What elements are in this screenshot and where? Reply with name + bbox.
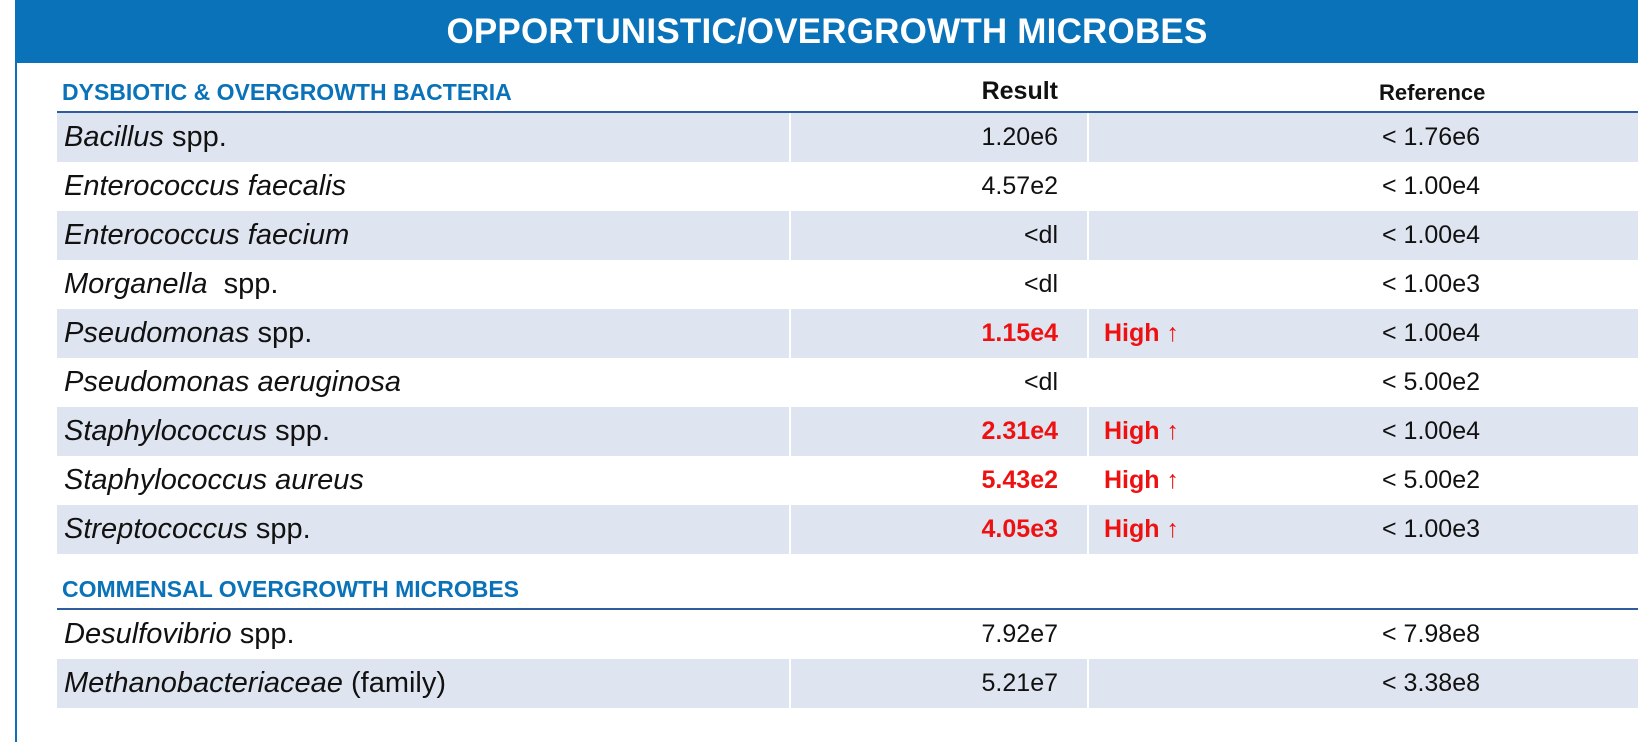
section-commensal: COMMENSAL OVERGROWTH MICROBES Desulfovib… xyxy=(57,560,1638,708)
reference-range: < 1.00e4 xyxy=(1382,221,1481,249)
left-border xyxy=(15,0,17,742)
organism-name: Staphylococcus spp. xyxy=(64,415,330,447)
table-row: Staphylococcus aureus 5.43e2 High ↑ < 5.… xyxy=(57,456,1638,505)
result-flag: High ↑ xyxy=(1104,417,1179,445)
organism-name: Streptococcus spp. xyxy=(64,513,311,545)
table-row: Streptococcus spp. 4.05e3 High ↑ < 1.00e… xyxy=(57,505,1638,554)
section-header: DYSBIOTIC & OVERGROWTH BACTERIA Result R… xyxy=(57,63,1638,113)
result-value: 2.31e4 xyxy=(981,417,1058,445)
table-row: Bacillus spp. 1.20e6 < 1.76e6 xyxy=(57,113,1638,162)
table-row: Enterococcus faecium <dl < 1.00e4 xyxy=(57,211,1638,260)
result-value: 1.20e6 xyxy=(981,123,1058,151)
result-flag: High ↑ xyxy=(1104,319,1179,347)
result-value: 4.57e2 xyxy=(981,172,1058,200)
table-row: Methanobacteriaceae (family) 5.21e7 < 3.… xyxy=(57,659,1638,708)
reference-range: < 3.38e8 xyxy=(1382,669,1481,697)
organism-name: Methanobacteriaceae (family) xyxy=(64,667,447,699)
organism-name: Pseudomonas spp. xyxy=(64,317,313,349)
organism-name: Bacillus spp. xyxy=(64,121,227,153)
reference-range: < 1.00e4 xyxy=(1382,319,1481,347)
result-flag: High ↑ xyxy=(1104,466,1179,494)
organism-name: Pseudomonas aeruginosa xyxy=(64,366,401,398)
result-flag: High ↑ xyxy=(1104,515,1179,543)
section-dysbiotic: DYSBIOTIC & OVERGROWTH BACTERIA Result R… xyxy=(57,63,1638,554)
table-row: Staphylococcus spp. 2.31e4 High ↑ < 1.00… xyxy=(57,407,1638,456)
reference-range: < 1.00e4 xyxy=(1382,417,1481,445)
result-value: 5.21e7 xyxy=(981,669,1058,697)
result-value: 5.43e2 xyxy=(981,466,1058,494)
reference-range: < 1.00e3 xyxy=(1382,270,1481,298)
reference-range: < 1.00e3 xyxy=(1382,515,1481,543)
panel-title: OPPORTUNISTIC/OVERGROWTH MICROBES xyxy=(16,0,1638,63)
table-row: Enterococcus faecalis 4.57e2 < 1.00e4 xyxy=(57,162,1638,211)
organism-name: Enterococcus faecalis xyxy=(64,170,347,202)
reference-range: < 7.98e8 xyxy=(1382,620,1481,648)
section-header: COMMENSAL OVERGROWTH MICROBES xyxy=(57,560,1638,610)
result-value: <dl xyxy=(1023,221,1058,249)
organism-name: Morganella spp. xyxy=(64,268,279,300)
result-value: 1.15e4 xyxy=(981,319,1058,347)
organism-name: Desulfovibrio spp. xyxy=(64,618,295,650)
organism-name: Staphylococcus aureus xyxy=(64,464,364,496)
organism-name: Enterococcus faecium xyxy=(64,219,350,251)
result-value: 7.92e7 xyxy=(981,620,1058,648)
table-row: Pseudomonas spp. 1.15e4 High ↑ < 1.00e4 xyxy=(57,309,1638,358)
table-row: Desulfovibrio spp. 7.92e7 < 7.98e8 xyxy=(57,610,1638,659)
result-value: <dl xyxy=(1023,368,1058,396)
reference-range: < 1.76e6 xyxy=(1382,123,1481,151)
reference-column-header: Reference xyxy=(1379,80,1486,105)
reference-range: < 5.00e2 xyxy=(1382,466,1481,494)
table-row: Morganella spp. <dl < 1.00e3 xyxy=(57,260,1638,309)
reference-range: < 1.00e4 xyxy=(1382,172,1481,200)
section-title: COMMENSAL OVERGROWTH MICROBES xyxy=(62,576,520,602)
section-title: DYSBIOTIC & OVERGROWTH BACTERIA xyxy=(62,79,512,105)
result-value: 4.05e3 xyxy=(981,515,1058,543)
result-column-header: Result xyxy=(981,77,1058,105)
table-row: Pseudomonas aeruginosa <dl < 5.00e2 xyxy=(57,358,1638,407)
result-value: <dl xyxy=(1023,270,1058,298)
reference-range: < 5.00e2 xyxy=(1382,368,1481,396)
